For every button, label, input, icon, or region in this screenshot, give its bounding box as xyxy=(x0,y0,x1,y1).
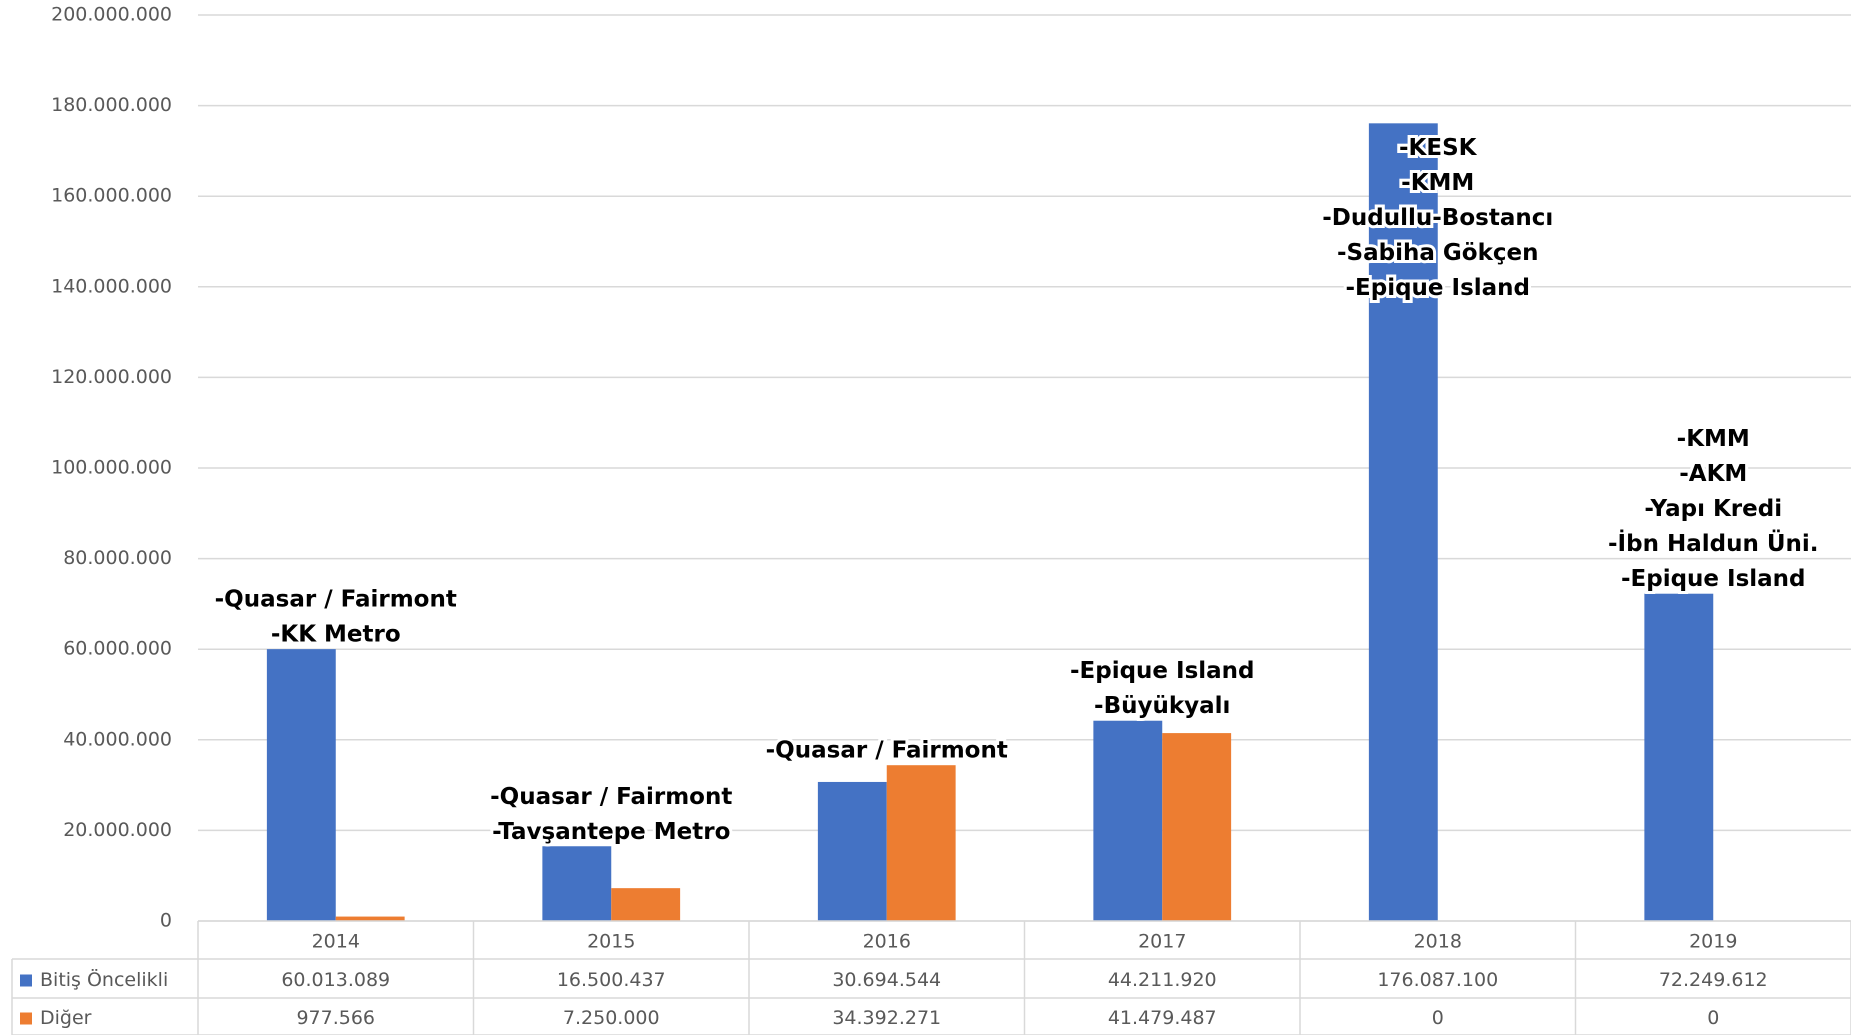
annotation: -Sabiha Gökçen xyxy=(1337,240,1538,266)
x-tick-label: 2017 xyxy=(1138,931,1186,953)
data-label: 977.566 xyxy=(296,1007,375,1029)
y-tick-label: 180.000.000 xyxy=(51,94,172,116)
x-tick-label: 2018 xyxy=(1414,931,1462,953)
annotation: -Quasar / Fairmont xyxy=(215,587,457,613)
legend-swatch xyxy=(20,974,32,987)
bar xyxy=(335,916,405,921)
data-label: 60.013.089 xyxy=(281,969,390,991)
annotation: -KK Metro xyxy=(271,622,401,648)
legend-label: Bitiş Öncelikli xyxy=(40,968,168,991)
bar xyxy=(1368,123,1438,921)
data-label: 34.392.271 xyxy=(832,1007,941,1029)
annotation: -Quasar / Fairmont xyxy=(766,738,1008,764)
annotation: -AKM xyxy=(1679,461,1747,487)
data-label: 44.211.920 xyxy=(1108,969,1217,991)
annotation: -Tavşantepe Metro xyxy=(492,819,730,845)
bar xyxy=(886,765,956,921)
annotation: -KMM xyxy=(1677,426,1750,452)
bar xyxy=(266,649,336,921)
legend-swatch xyxy=(20,1012,32,1025)
y-tick-label: 0 xyxy=(160,910,172,932)
x-tick-label: 2014 xyxy=(312,931,360,953)
data-label: 16.500.437 xyxy=(557,969,666,991)
annotation: -KMM xyxy=(1401,170,1474,196)
annotation: -Yapı Kredi xyxy=(1644,496,1782,522)
annotation: -Dudullu-Bostancı xyxy=(1322,205,1553,231)
bar xyxy=(1162,733,1232,921)
y-tick-label: 200.000.000 xyxy=(51,4,172,26)
data-label: 30.694.544 xyxy=(832,969,941,991)
bar xyxy=(1644,593,1714,921)
x-tick-label: 2019 xyxy=(1689,931,1737,953)
annotation: -Epique Island xyxy=(1345,275,1530,301)
data-label: 41.479.487 xyxy=(1108,1007,1217,1029)
annotation: -Epique Island xyxy=(1070,658,1255,684)
y-tick-label: 140.000.000 xyxy=(51,275,172,297)
bar xyxy=(1093,720,1163,921)
data-label: 72.249.612 xyxy=(1659,969,1768,991)
legend-label: Diğer xyxy=(40,1007,92,1029)
y-tick-label: 160.000.000 xyxy=(51,185,172,207)
data-label: 7.250.000 xyxy=(563,1007,660,1029)
data-label: 0 xyxy=(1707,1007,1719,1029)
y-tick-label: 20.000.000 xyxy=(63,819,172,841)
x-tick-label: 2016 xyxy=(863,931,911,953)
annotation: -İbn Haldun Üni. xyxy=(1608,529,1819,557)
bar xyxy=(611,888,681,921)
y-tick-label: 60.000.000 xyxy=(63,638,172,660)
bar xyxy=(542,846,612,921)
annotation: -Epique Island xyxy=(1621,566,1806,592)
y-tick-label: 100.000.000 xyxy=(51,457,172,479)
y-tick-label: 80.000.000 xyxy=(63,547,172,569)
annotation: -KESK xyxy=(1399,135,1478,161)
annotation: -Quasar / Fairmont xyxy=(490,784,732,810)
y-tick-label: 120.000.000 xyxy=(51,366,172,388)
y-tick-label: 40.000.000 xyxy=(63,728,172,750)
data-label: 0 xyxy=(1432,1007,1444,1029)
x-tick-label: 2015 xyxy=(587,931,635,953)
data-label: 176.087.100 xyxy=(1377,969,1498,991)
bar xyxy=(817,781,887,921)
annotation: -Büyükyalı xyxy=(1094,693,1230,719)
